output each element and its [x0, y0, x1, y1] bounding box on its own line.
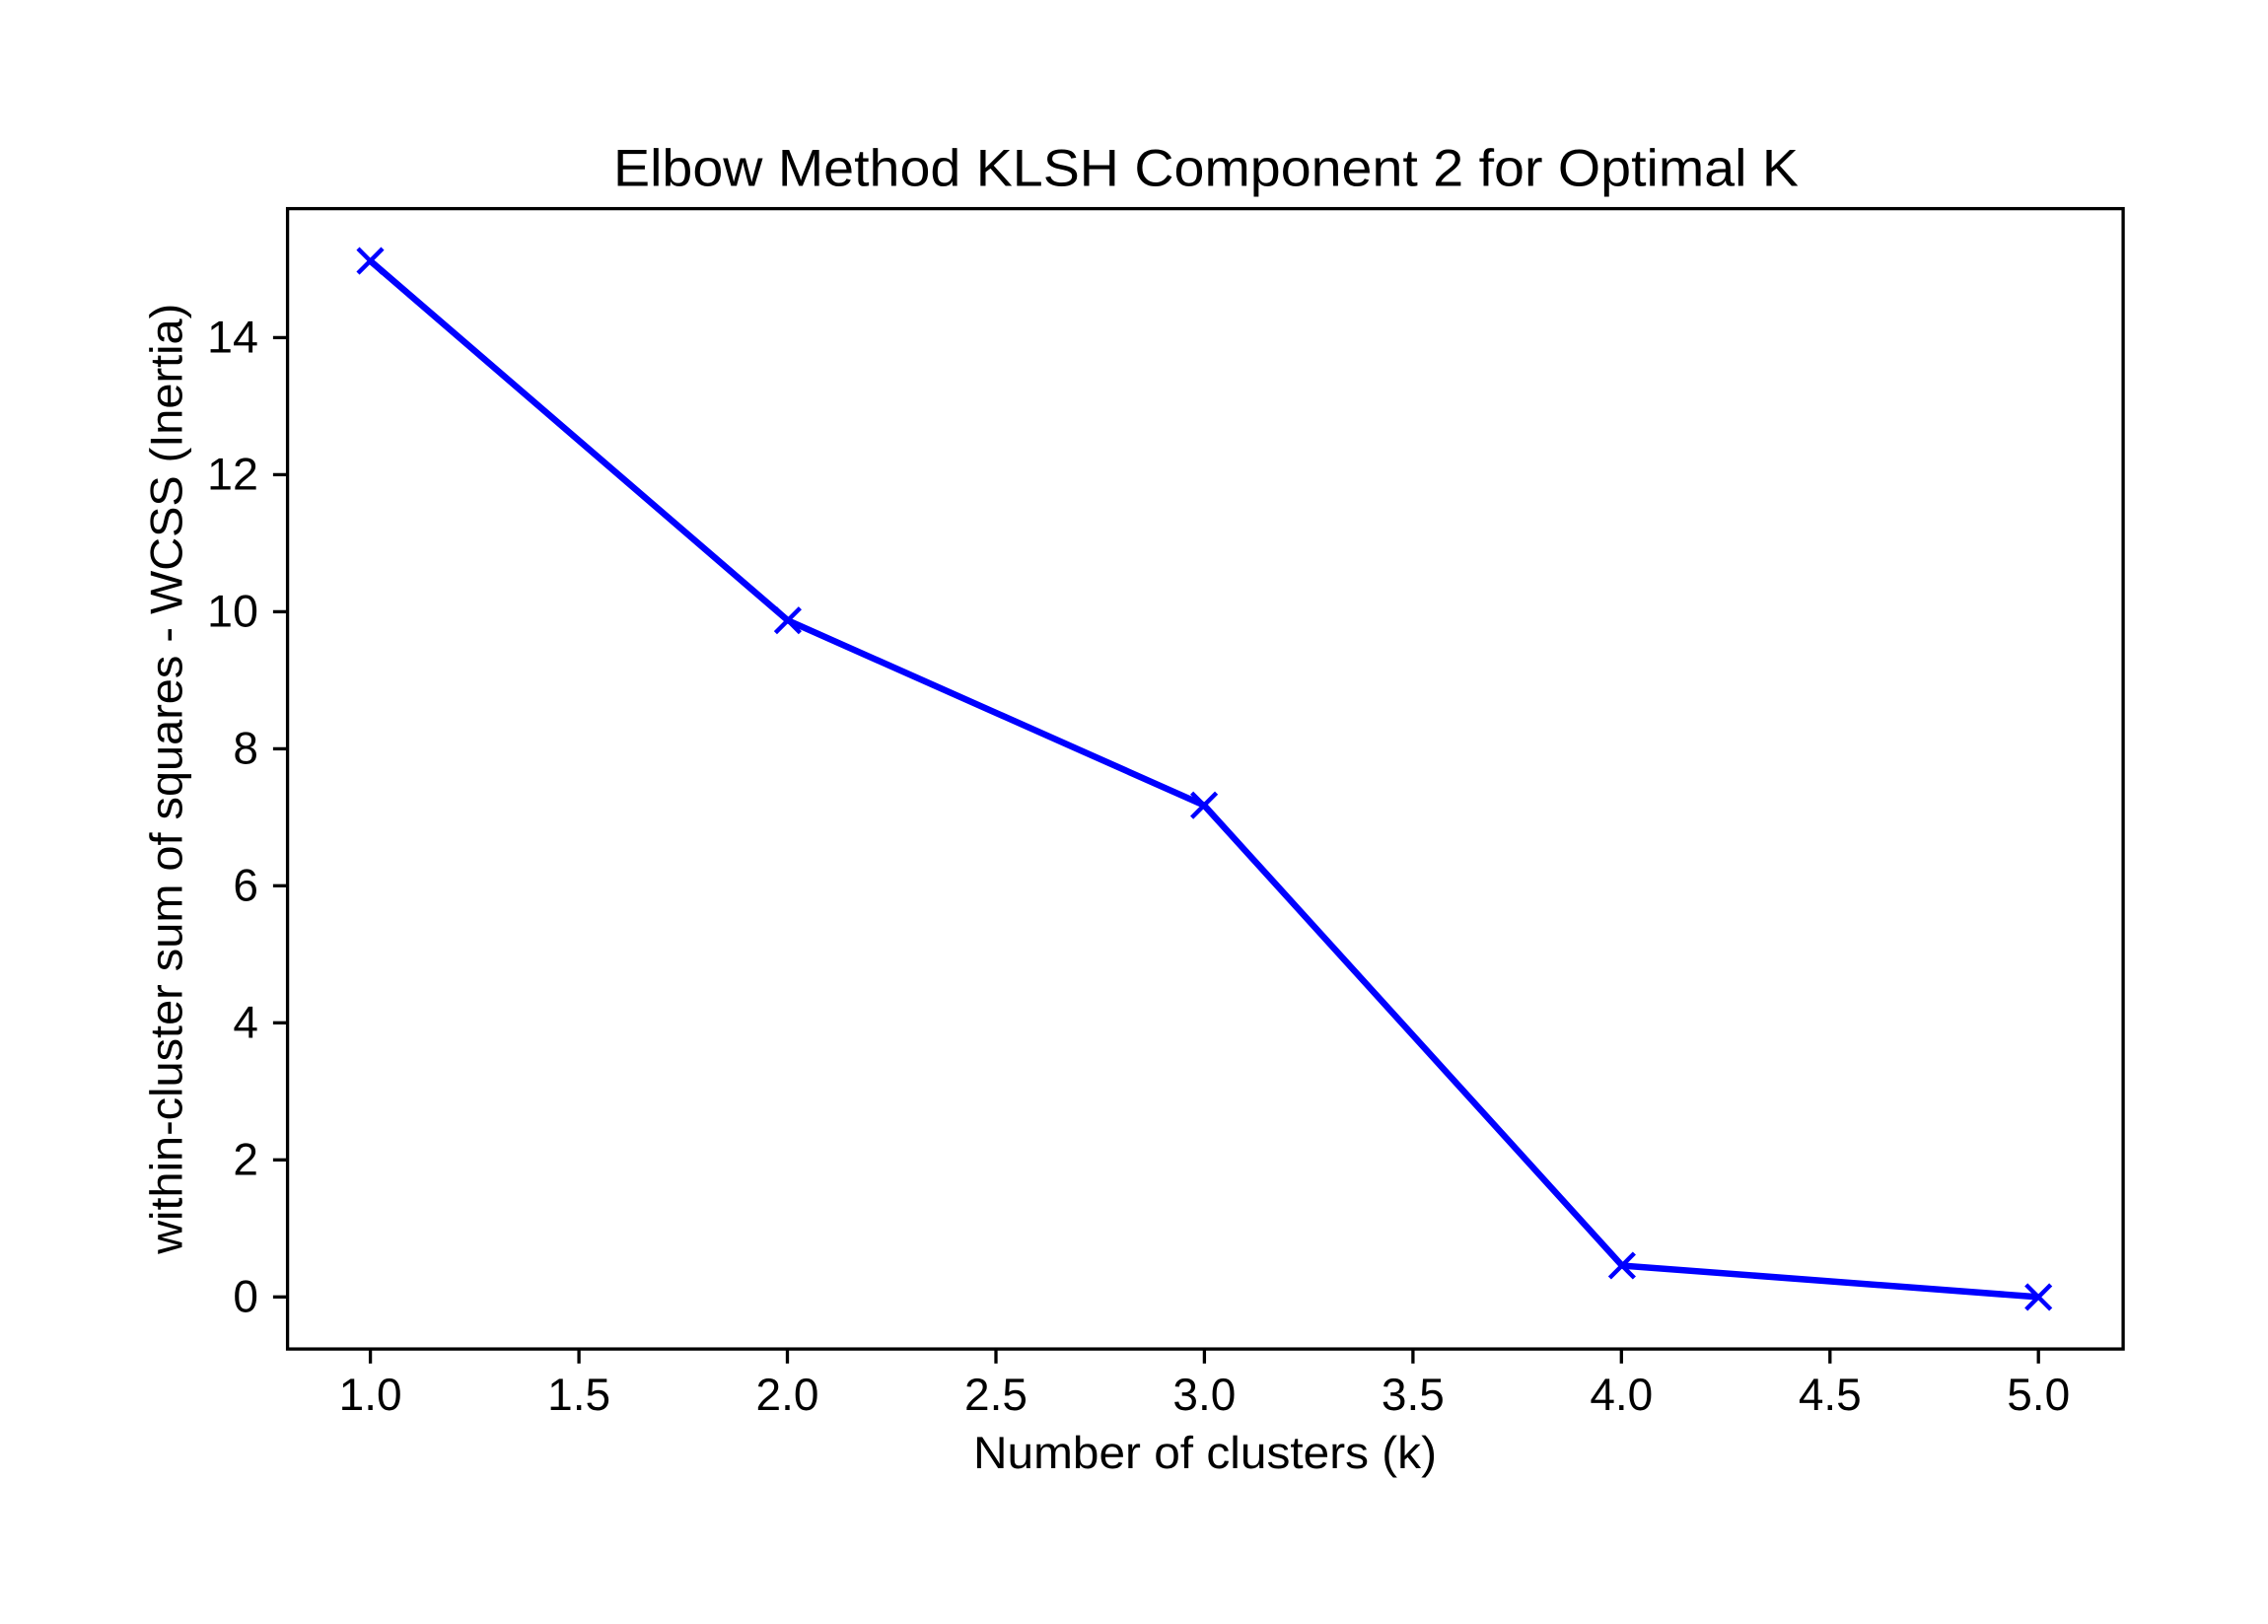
svg-text:3.0: 3.0 — [1172, 1369, 1236, 1420]
svg-text:5.0: 5.0 — [2007, 1369, 2070, 1420]
svg-text:Elbow Method KLSH Component 2: Elbow Method KLSH Component 2 for Optima… — [613, 140, 1799, 198]
svg-text:6: 6 — [233, 860, 258, 911]
svg-text:2.0: 2.0 — [756, 1369, 819, 1420]
svg-text:3.5: 3.5 — [1382, 1369, 1445, 1420]
svg-text:4.5: 4.5 — [1799, 1369, 1862, 1420]
svg-text:12: 12 — [207, 449, 258, 500]
svg-text:2: 2 — [233, 1134, 258, 1185]
svg-text:2.5: 2.5 — [964, 1369, 1028, 1420]
svg-text:within-cluster sum of squares: within-cluster sum of squares - WCSS (In… — [141, 304, 192, 1255]
svg-text:4.0: 4.0 — [1590, 1369, 1653, 1420]
svg-text:10: 10 — [207, 586, 258, 637]
svg-text:0: 0 — [233, 1271, 258, 1322]
svg-text:1.0: 1.0 — [339, 1369, 402, 1420]
svg-text:14: 14 — [207, 312, 258, 363]
svg-text:8: 8 — [233, 723, 258, 774]
svg-text:Number of clusters (k): Number of clusters (k) — [973, 1427, 1437, 1478]
svg-text:4: 4 — [233, 997, 258, 1048]
svg-text:1.5: 1.5 — [547, 1369, 610, 1420]
